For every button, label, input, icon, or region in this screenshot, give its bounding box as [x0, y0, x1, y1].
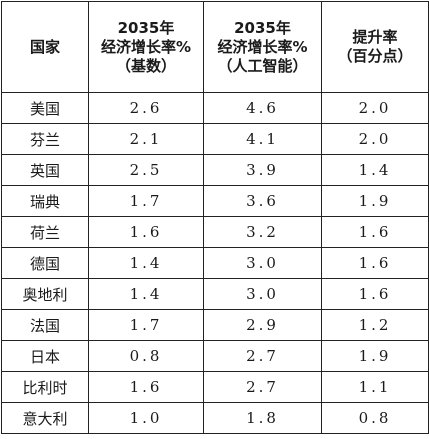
baseline-growth-cell: 1.6 [88, 371, 204, 403]
country-cell: 芬兰 [1, 123, 89, 155]
ai-growth-cell: 4.1 [203, 123, 322, 155]
table-row: 英国 2.5 3.9 1.4 [1, 154, 429, 186]
uplift-cell: 2.0 [321, 92, 429, 124]
ai-growth-cell: 2.7 [203, 371, 322, 403]
header-country-line: 国家 [29, 37, 60, 56]
uplift-cell: 0.8 [321, 402, 429, 434]
table-row: 奥地利 1.4 3.0 1.6 [1, 278, 429, 310]
uplift-cell: 1.9 [321, 185, 429, 217]
header-uplift: 提升率 （百分点） [321, 1, 429, 93]
baseline-growth-cell: 0.8 [88, 340, 204, 372]
table-row: 德国 1.4 3.0 1.6 [1, 247, 429, 279]
uplift-cell: 1.9 [321, 340, 429, 372]
header-baseline-growth: 2035年 经济增长率% （基数） [88, 1, 204, 93]
baseline-growth-cell: 2.6 [88, 92, 204, 124]
ai-growth-cell: 3.9 [203, 154, 322, 186]
header-baseline-growth-line: 经济增长率% [100, 37, 192, 56]
country-cell: 瑞典 [1, 185, 89, 217]
header-ai-growth-line: （人工智能） [217, 56, 308, 75]
country-cell: 意大利 [1, 402, 89, 434]
uplift-cell: 1.2 [321, 309, 429, 341]
uplift-cell: 1.6 [321, 216, 429, 248]
table-row: 美国 2.6 4.6 2.0 [1, 92, 429, 124]
uplift-cell: 2.0 [321, 123, 429, 155]
uplift-cell: 1.1 [321, 371, 429, 403]
table-row: 荷兰 1.6 3.2 1.6 [1, 216, 429, 248]
header-ai-growth-line: 2035年 [234, 18, 291, 37]
country-cell: 荷兰 [1, 216, 89, 248]
table-row: 日本 0.8 2.7 1.9 [1, 340, 429, 372]
header-ai-growth: 2035年 经济增长率% （人工智能） [203, 1, 322, 93]
ai-growth-cell: 4.6 [203, 92, 322, 124]
ai-growth-cell: 3.0 [203, 278, 322, 310]
table-row: 芬兰 2.1 4.1 2.0 [1, 123, 429, 155]
uplift-cell: 1.6 [321, 278, 429, 310]
country-cell: 比利时 [1, 371, 89, 403]
ai-growth-cell: 3.2 [203, 216, 322, 248]
table-row: 比利时 1.6 2.7 1.1 [1, 371, 429, 403]
country-cell: 日本 [1, 340, 89, 372]
table-body: 美国 2.6 4.6 2.0 芬兰 2.1 4.1 2.0 英国 2.5 3.9 1.4 瑞典 1.7 3.… [1, 92, 429, 434]
uplift-cell: 1.4 [321, 154, 429, 186]
baseline-growth-cell: 2.1 [88, 123, 204, 155]
header-country: 国家 [1, 1, 89, 93]
header-row: 国家 2035年 经济增长率% （基数） 2035年 经济增长率% （人工智能） 提升率 （百分… [1, 1, 429, 93]
uplift-cell: 1.6 [321, 247, 429, 279]
header-baseline-growth-line: 2035年 [117, 18, 175, 37]
header-uplift-line: （百分点） [337, 47, 413, 65]
baseline-growth-cell: 1.6 [88, 216, 204, 248]
ai-growth-cell: 2.7 [203, 340, 322, 372]
baseline-growth-cell: 1.0 [88, 402, 204, 434]
country-cell: 奥地利 [1, 278, 89, 310]
country-cell: 英国 [1, 154, 89, 186]
country-cell: 法国 [1, 309, 89, 341]
baseline-growth-cell: 1.7 [88, 185, 204, 217]
baseline-growth-cell: 2.5 [88, 154, 204, 186]
ai-growth-cell: 1.8 [203, 402, 322, 434]
ai-growth-cell: 3.0 [203, 247, 322, 279]
baseline-growth-cell: 1.4 [88, 247, 204, 279]
baseline-growth-cell: 1.4 [88, 278, 204, 310]
header-baseline-growth-line: （基数） [115, 56, 176, 75]
ai-growth-cell: 3.6 [203, 185, 322, 217]
ai-growth-cell: 2.9 [203, 309, 322, 341]
header-ai-growth-line: 经济增长率% [217, 37, 308, 56]
table-row: 瑞典 1.7 3.6 1.9 [1, 185, 429, 217]
table-row: 意大利 1.0 1.8 0.8 [1, 402, 429, 434]
country-cell: 美国 [1, 92, 89, 124]
country-cell: 德国 [1, 247, 89, 279]
header-uplift-line: 提升率 [352, 28, 398, 46]
table-row: 法国 1.7 2.9 1.2 [1, 309, 429, 341]
baseline-growth-cell: 1.7 [88, 309, 204, 341]
